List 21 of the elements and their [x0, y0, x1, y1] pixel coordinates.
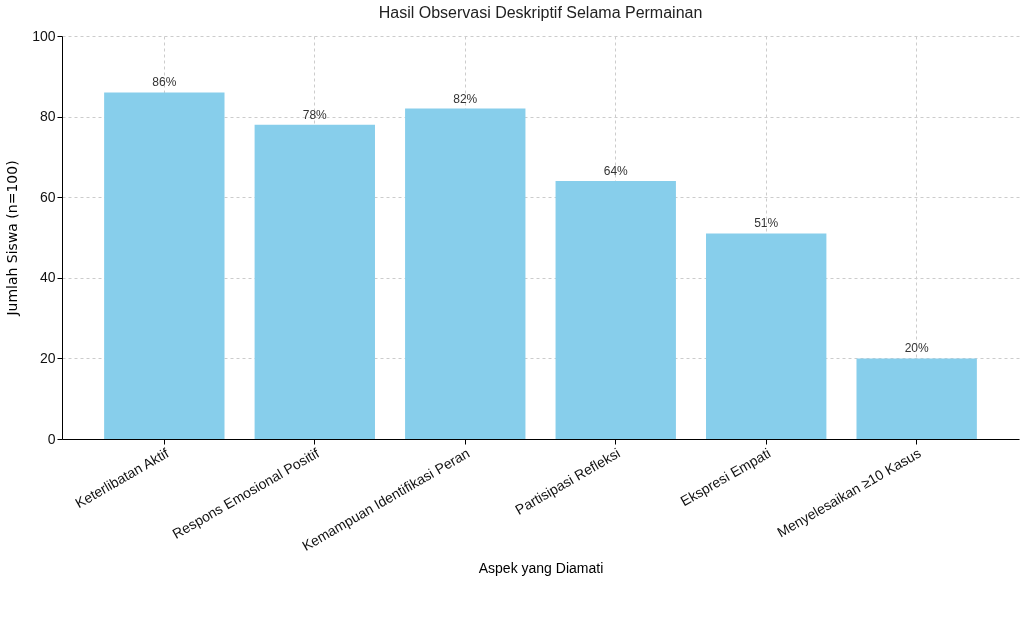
data-label: 64%: [603, 164, 629, 179]
bar: [405, 108, 526, 439]
data-label: 82%: [453, 91, 478, 106]
y-tick-label: 40: [39, 269, 56, 286]
bar: [856, 358, 977, 439]
data-label: 51%: [754, 216, 779, 231]
y-axis-title: Jumlah Siswa (n=100): [4, 160, 21, 317]
y-tick-label: 100: [32, 27, 56, 44]
bar: [555, 181, 676, 439]
data-label: 20%: [904, 341, 930, 356]
data-label: 86%: [152, 75, 177, 90]
y-tick-label: 20: [39, 349, 56, 366]
bar: [706, 233, 827, 439]
x-axis-title: Aspek yang Diamati: [478, 559, 604, 576]
chart-title: Hasil Observasi Deskriptif Selama Permainan: [378, 4, 703, 21]
data-label: 78%: [302, 107, 328, 122]
bar: [254, 124, 375, 439]
y-tick-label: 0: [47, 430, 56, 447]
bar: [104, 92, 225, 439]
y-tick-label: 60: [39, 188, 56, 205]
y-tick-label: 80: [39, 108, 56, 125]
